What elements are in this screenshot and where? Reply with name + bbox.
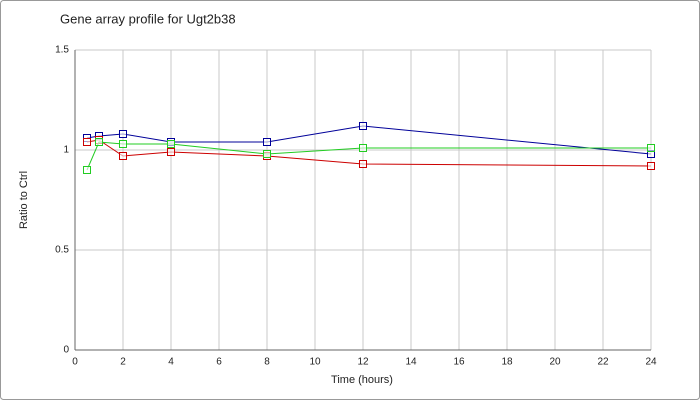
x-tick-label: 22 (597, 357, 609, 368)
y-tick-label: 1.5 (55, 45, 69, 56)
x-tick-label: 0 (72, 357, 78, 368)
x-tick-label: 16 (453, 357, 465, 368)
y-tick-label: 0 (63, 345, 69, 356)
point-marker (95, 138, 103, 146)
x-tick-label: 12 (357, 357, 369, 368)
point-marker (647, 162, 655, 170)
chart-title: Gene array profile for Ugt2b38 (60, 11, 236, 26)
point-marker (83, 166, 91, 174)
y-axis-label: Ratio to Ctrl (18, 171, 30, 229)
point-marker (359, 160, 367, 168)
x-tick-label: 4 (168, 357, 174, 368)
point-marker (647, 144, 655, 152)
point-marker (263, 138, 271, 146)
x-tick-label: 6 (216, 357, 222, 368)
point-marker (119, 130, 127, 138)
x-tick-label: 2 (120, 357, 126, 368)
y-tick-label: 1 (63, 145, 69, 156)
x-tick-label: 18 (501, 357, 513, 368)
point-marker (119, 140, 127, 148)
x-tick-label: 24 (645, 357, 657, 368)
point-marker (167, 140, 175, 148)
point-marker (359, 144, 367, 152)
point-marker (119, 152, 127, 160)
x-tick-label: 20 (549, 357, 561, 368)
x-tick-label: 10 (309, 357, 321, 368)
point-marker (167, 148, 175, 156)
x-axis-label: Time (hours) (331, 374, 393, 386)
x-tick-label: 14 (405, 357, 417, 368)
x-tick-label: 8 (264, 357, 270, 368)
point-marker (359, 122, 367, 130)
y-tick-label: 0.5 (55, 245, 69, 256)
point-marker (263, 150, 271, 158)
point-marker (83, 138, 91, 146)
